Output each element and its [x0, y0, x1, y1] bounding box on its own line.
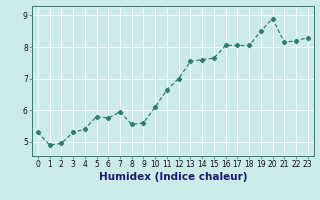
- X-axis label: Humidex (Indice chaleur): Humidex (Indice chaleur): [99, 172, 247, 182]
